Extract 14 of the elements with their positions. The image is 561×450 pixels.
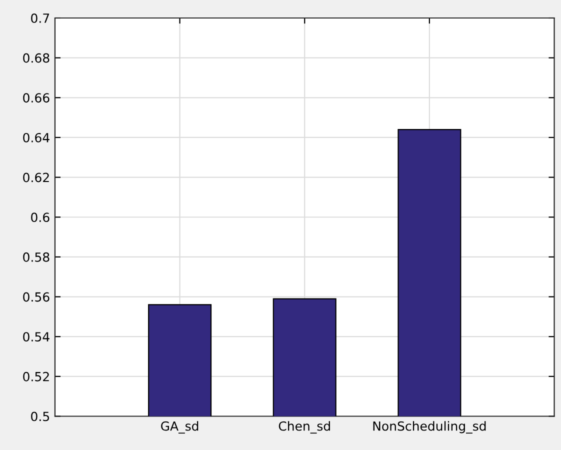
y-tick-label: 0.68 <box>23 53 50 63</box>
y-tick-label: 0.6 <box>31 212 50 222</box>
y-tick-label: 0.7 <box>31 13 50 23</box>
x-tick-label: Chen_sd <box>278 421 330 434</box>
y-tick-label: 0.56 <box>23 292 50 302</box>
x-tick-label: GA_sd <box>161 421 198 434</box>
y-tick-label: 0.54 <box>23 332 50 342</box>
y-tick-label: 0.5 <box>31 412 50 422</box>
y-tick-label: 0.62 <box>23 172 49 182</box>
x-tick-label: NonScheduling_sd <box>373 421 486 434</box>
y-tick-label: 0.58 <box>23 252 50 262</box>
y-tick-label: 0.66 <box>23 93 50 103</box>
y-tick-label: 0.64 <box>23 132 50 142</box>
y-tick-label: 0.52 <box>23 372 49 382</box>
